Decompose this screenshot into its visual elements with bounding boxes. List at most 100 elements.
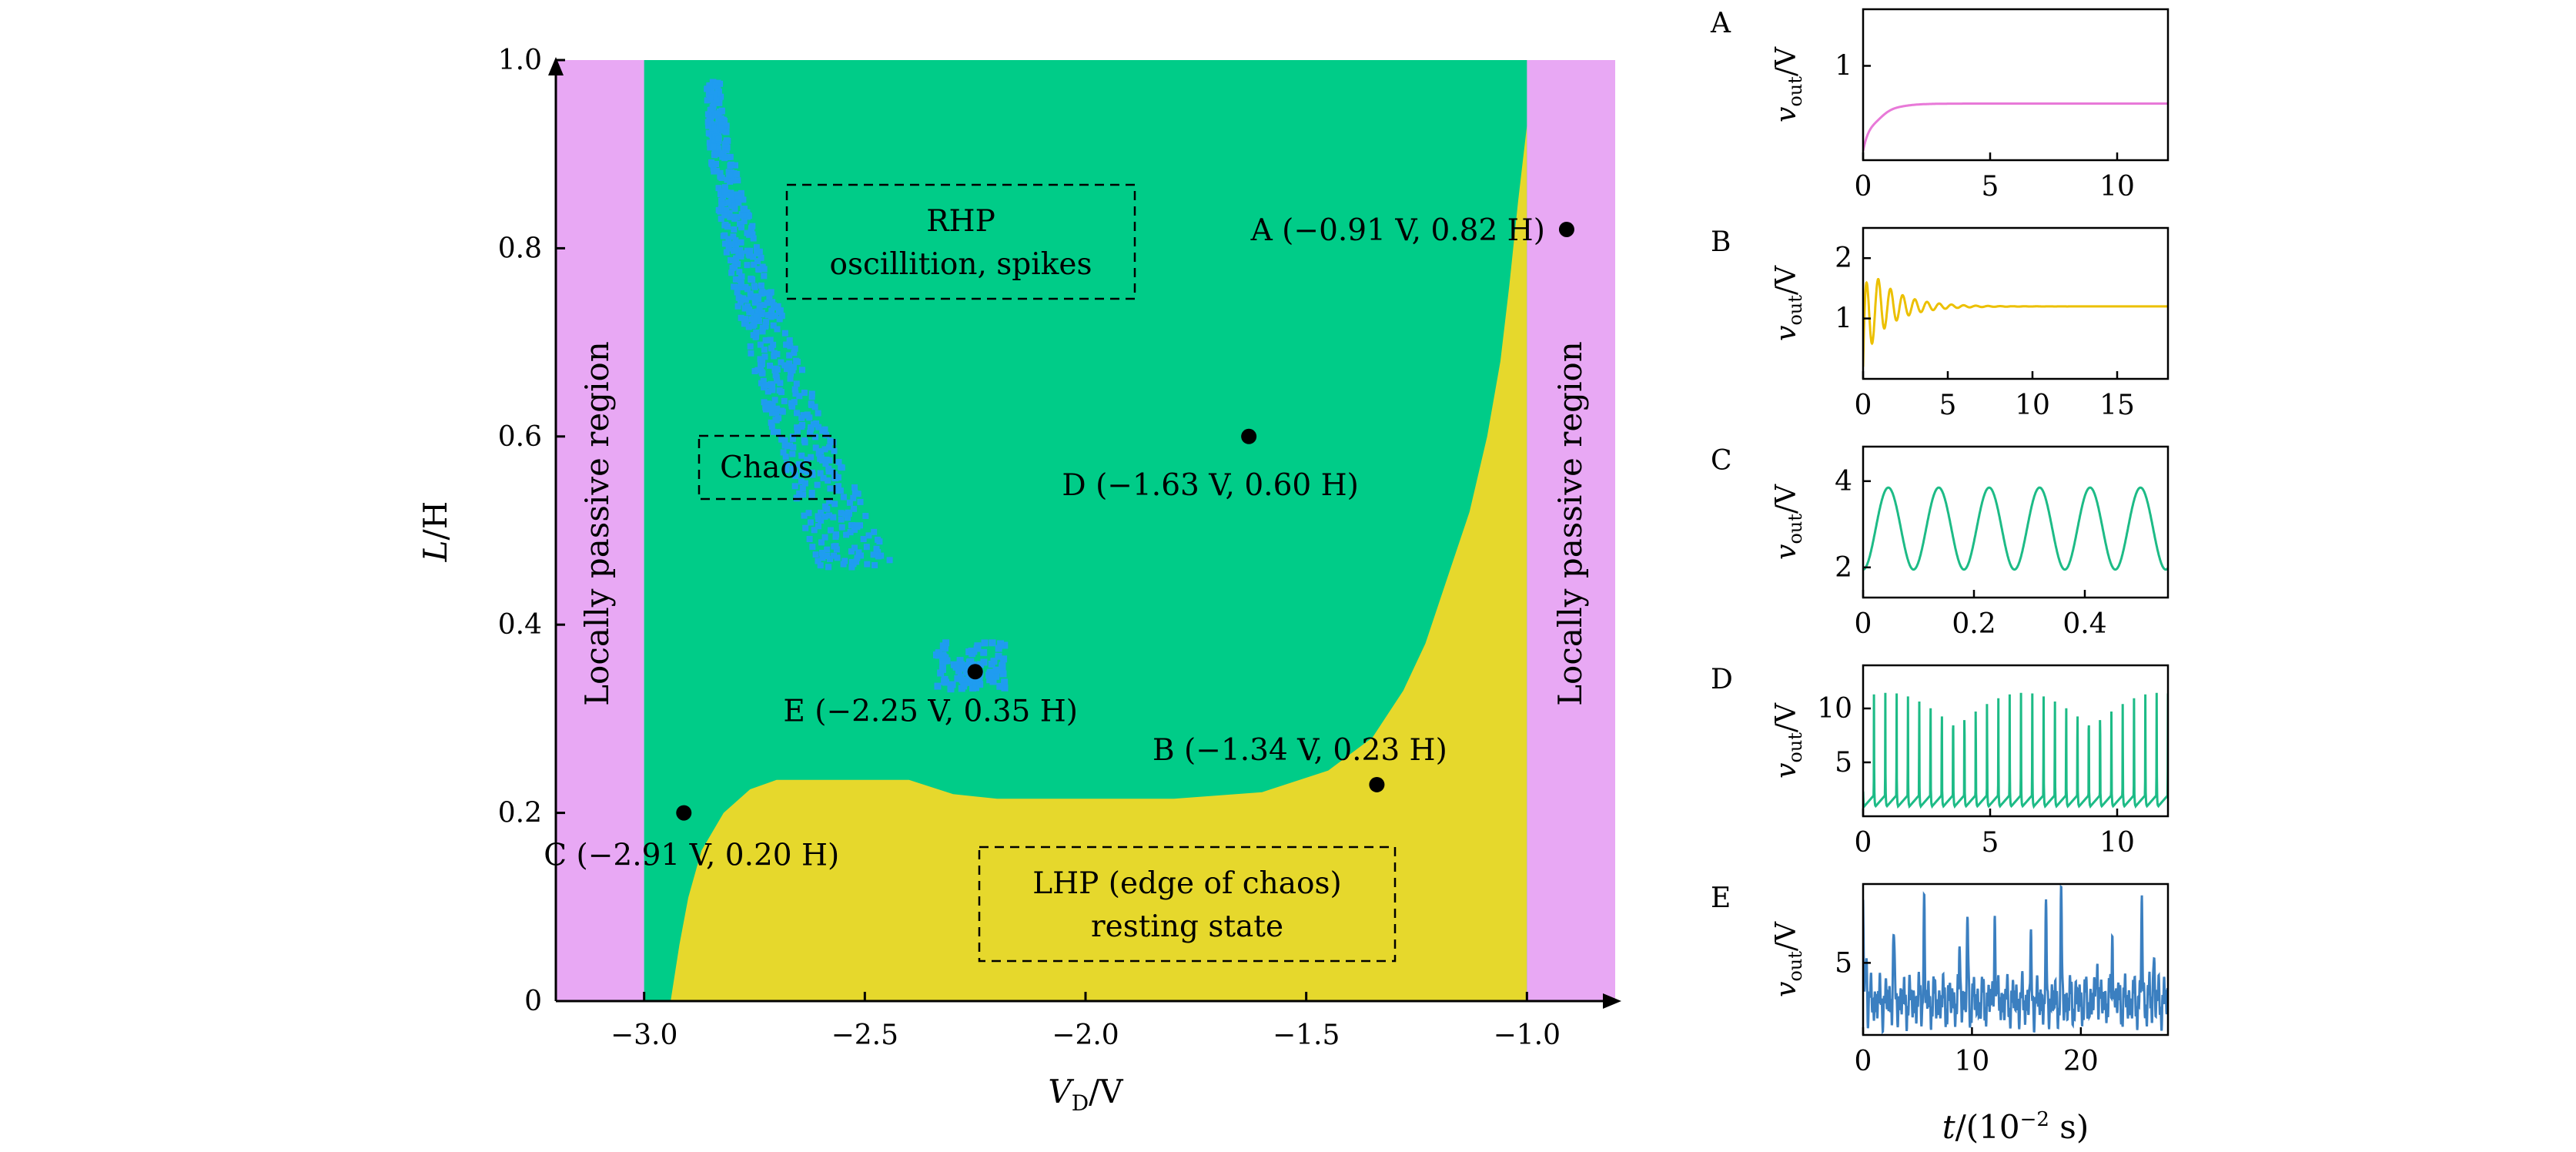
chaos-cell: [750, 235, 757, 242]
panel-y-tick-label: 1: [1835, 303, 1852, 335]
chaos-cell: [973, 645, 981, 652]
chaos-cell: [738, 239, 744, 246]
chaos-cell: [811, 527, 818, 534]
chaos-cell: [762, 323, 769, 330]
chaos-cell: [794, 424, 801, 431]
chaos-cell: [828, 468, 835, 475]
chaos-cell: [999, 670, 1007, 678]
chaos-cell: [740, 212, 747, 219]
panel-frame: [1862, 8, 2170, 162]
chaos-cell: [704, 111, 711, 118]
chaos-cell: [750, 253, 757, 260]
chaos-cell: [707, 144, 714, 151]
chaos-cell: [808, 491, 815, 498]
chaos-cell: [787, 343, 794, 350]
chaos-cell: [956, 657, 964, 665]
chaos-cell: [742, 319, 749, 326]
chaos-cell: [764, 312, 771, 319]
chaos-cell: [939, 651, 947, 659]
chaos-cell: [721, 232, 728, 239]
chaos-cell: [865, 532, 872, 539]
panel-x-tick-label: 0: [1855, 390, 1872, 421]
chaos-cell: [751, 261, 758, 268]
chaos-cell: [722, 240, 728, 247]
chaos-cell: [965, 658, 973, 666]
chaos-cell: [798, 414, 805, 421]
chaos-cell: [737, 220, 743, 227]
chaos-cell: [723, 206, 730, 213]
chaos-cell: [761, 347, 768, 353]
chaos-cell: [769, 410, 775, 417]
chaos-cell: [798, 463, 805, 470]
passive-label-left: Locally passive region: [578, 341, 616, 706]
chaos-cell: [738, 249, 745, 256]
chaos-cell: [875, 549, 882, 555]
chaos-cell: [744, 229, 751, 236]
chaos-cell: [830, 439, 837, 446]
chaos-cell: [778, 313, 785, 320]
y-tick-label: 0.2: [498, 798, 542, 829]
chaos-cell: [721, 155, 728, 162]
chaos-cell: [769, 387, 776, 393]
chaos-cell: [783, 467, 790, 474]
chaos-cell: [731, 263, 738, 270]
chaos-cell: [727, 192, 733, 199]
chaos-cell: [747, 343, 754, 350]
y-tick-label: 0.8: [498, 233, 542, 264]
chaos-cell: [875, 553, 882, 560]
chaos-cell: [749, 276, 756, 283]
panel-x-tick-label: 15: [2099, 390, 2135, 421]
chaos-cell: [710, 165, 717, 172]
x-axis-label: VD/V: [1048, 1073, 1123, 1116]
chaos-cell: [975, 675, 983, 682]
chaos-cell: [853, 558, 860, 565]
chaos-cell: [992, 672, 1000, 680]
chaos-cell: [813, 420, 820, 427]
chaos-cell: [875, 536, 882, 543]
chaos-cell: [718, 107, 725, 114]
chaos-cell: [711, 92, 718, 99]
panel-series-line: [1863, 486, 2168, 571]
panel-y-label: vout/V: [1771, 265, 1806, 341]
chaos-cell: [789, 435, 796, 442]
x-axis-arrow: [1603, 993, 1621, 1009]
chaos-cell: [824, 546, 831, 553]
chaos-cell: [744, 262, 751, 269]
chaos-cell: [727, 213, 734, 220]
chaos-cell: [790, 363, 797, 370]
chaos-cell: [731, 213, 738, 220]
panel-y-tick-label: 2: [1835, 243, 1852, 274]
chaos-cell: [783, 341, 790, 348]
chaos-cell: [821, 446, 828, 453]
chaos-cell: [811, 404, 818, 410]
chaos-cell: [740, 295, 747, 302]
chaos-cell: [754, 308, 761, 315]
chaos-cell: [738, 193, 744, 200]
chaos-cell: [734, 289, 741, 296]
chaos-cell: [969, 650, 976, 658]
chaos-cell: [845, 509, 851, 516]
chaos-cell: [773, 303, 780, 310]
chaos-cell: [808, 393, 815, 400]
y-tick-label: 0.4: [498, 609, 542, 641]
chaos-cell: [733, 170, 740, 177]
chaos-cell: [759, 288, 766, 295]
panel-y-tick-label: 1: [1835, 51, 1852, 82]
chaos-cell: [756, 303, 763, 310]
y-tick-label: 0.6: [498, 421, 542, 453]
chaos-cell: [714, 145, 721, 152]
chaos-cell: [718, 115, 724, 122]
chaos-cell: [733, 255, 740, 262]
chaos-cell: [762, 404, 769, 411]
chaos-cell: [795, 358, 801, 365]
chaos-cell: [711, 136, 718, 143]
chaos-cell: [939, 642, 947, 650]
chaos-region: [704, 79, 1009, 693]
chaos-cell: [793, 494, 800, 501]
chaos-cell: [819, 550, 825, 556]
panel-y-label: vout/V: [1771, 484, 1806, 560]
chaos-cell: [708, 88, 715, 95]
